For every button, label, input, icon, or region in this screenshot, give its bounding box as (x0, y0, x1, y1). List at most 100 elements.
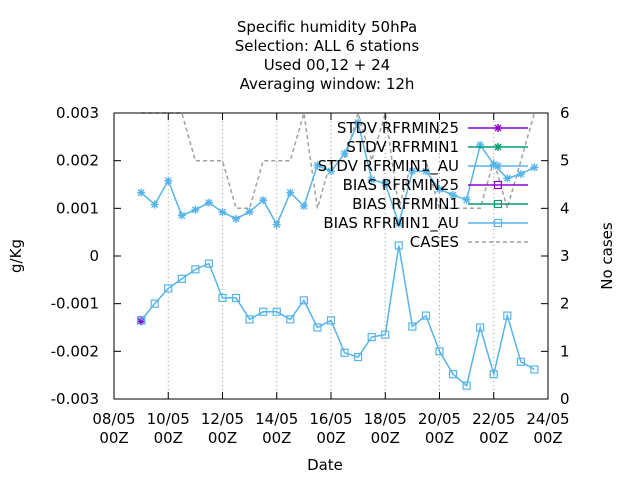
data-point-stroke (232, 215, 240, 223)
data-point-stroke (205, 199, 213, 207)
data-point (408, 167, 417, 176)
legend-marker (494, 162, 502, 170)
y-tick-label: -0.001 (51, 295, 99, 313)
data-point (204, 259, 214, 268)
data-point (367, 175, 376, 184)
data-point (299, 296, 308, 305)
chart-axes: 0.003 0.002 0.001 0 -0.001 -0.002 -0.003 6 5 4 3 2 1… (51, 104, 570, 447)
x-tick-label: 00Z (425, 429, 454, 447)
x-tick-label: 00Z (99, 429, 128, 447)
legend-marker-stroke (494, 162, 502, 170)
data-point (394, 241, 403, 250)
data-point (381, 330, 390, 339)
data-point-stroke (368, 176, 376, 184)
data-point (259, 307, 268, 316)
x-tick-label: 00Z (533, 429, 562, 447)
data-point-stroke (164, 177, 172, 185)
data-point (313, 161, 322, 170)
y-tick-label: 0.002 (56, 152, 99, 170)
data-point (367, 332, 376, 342)
data-point (177, 274, 186, 283)
data-point (245, 315, 254, 324)
data-point (489, 370, 498, 379)
chart-title-line: Used 00,12 + 24 (264, 56, 390, 74)
series-line (141, 110, 536, 212)
data-point (448, 370, 458, 379)
data-point-stroke (381, 180, 389, 188)
data-point (299, 201, 308, 210)
x-tick-label: 00Z (479, 429, 508, 447)
plot-frame (113, 112, 549, 400)
data-point-stroke (463, 196, 471, 204)
data-point (354, 352, 363, 362)
data-point (503, 311, 512, 320)
legend-label: BIAS RFRMIN1 (352, 195, 459, 213)
data-point-stroke (530, 163, 538, 171)
series-cases (141, 110, 536, 212)
data-point (137, 188, 146, 197)
legend-marker (493, 218, 503, 228)
legend-label: BIAS RFRMIN1_AU (323, 214, 459, 233)
chart-title-line: Selection: ALL 6 stations (235, 37, 420, 55)
legend-marker (493, 199, 503, 209)
data-point (137, 316, 146, 325)
data-point (191, 265, 200, 274)
series-layer (137, 110, 539, 390)
x-tick-label: 00Z (262, 429, 291, 447)
y-tick-label: 0 (89, 247, 99, 265)
y-tick-label: 0.003 (56, 104, 99, 122)
x-tick-label: 24/05 (526, 410, 569, 428)
data-point (530, 163, 539, 172)
data-point-stroke (341, 150, 349, 158)
data-point-stroke (300, 202, 308, 210)
series-line (140, 245, 535, 388)
x-tick-label: 00Z (208, 429, 237, 447)
legend-marker-stroke (494, 143, 502, 151)
legend-marker-stroke (494, 124, 502, 132)
x-tick-label: 20/05 (418, 410, 461, 428)
data-point-stroke (395, 220, 403, 228)
x-tick-label: 16/05 (309, 410, 352, 428)
chart-title-line: Specific humidity 50hPa (237, 18, 417, 36)
data-point (245, 207, 254, 216)
data-point (462, 381, 471, 390)
data-point-stroke (449, 191, 457, 199)
data-point-stroke (503, 174, 511, 182)
data-point (286, 188, 295, 197)
x-tick-label: 18/05 (364, 410, 407, 428)
y2-tick-label: 0 (560, 390, 570, 408)
data-point (516, 170, 525, 179)
data-point (313, 323, 322, 332)
y2-tick-label: 2 (560, 295, 570, 313)
x-tick-label: 10/05 (147, 410, 190, 428)
data-point (164, 176, 173, 185)
y2-tick-label: 1 (560, 342, 570, 360)
data-point (408, 322, 417, 331)
data-point (191, 205, 200, 214)
data-point (421, 167, 430, 176)
data-point (340, 348, 349, 357)
data-point-stroke (191, 206, 199, 214)
data-point (272, 307, 281, 316)
data-point (421, 311, 431, 320)
data-point (340, 149, 349, 158)
data-point (150, 299, 159, 308)
data-point (232, 214, 241, 223)
y-tick-label: 0.001 (56, 199, 99, 217)
y2-tick-label: 6 (560, 104, 570, 122)
legend-label: STDV RFRMIN25 (337, 119, 459, 137)
data-point-stroke (327, 167, 335, 175)
data-point-stroke (408, 167, 416, 175)
data-point-stroke (219, 208, 226, 216)
data-point-stroke (517, 170, 525, 178)
data-point (530, 365, 539, 374)
y2-tick-label: 5 (560, 152, 570, 170)
legend-marker (494, 143, 502, 151)
data-point (218, 293, 227, 303)
chart-title-line: Averaging window: 12h (240, 75, 415, 93)
data-point (462, 195, 471, 204)
data-point (286, 315, 295, 324)
